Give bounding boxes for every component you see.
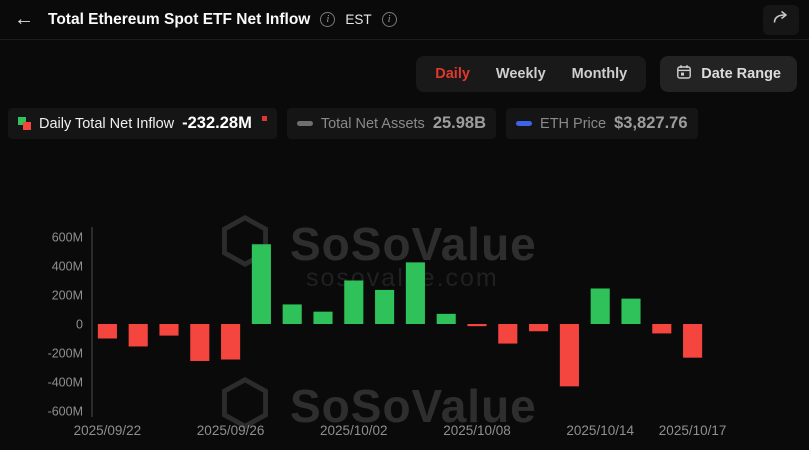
tab-weekly[interactable]: Weekly [495, 66, 546, 82]
bar-2025/10/08[interactable] [467, 324, 487, 327]
timezone-label: EST [345, 12, 372, 27]
period-tab-group: Daily Weekly Monthly [416, 56, 647, 92]
y-tick-label: 600M [52, 231, 83, 245]
bar-2025/10/13[interactable] [559, 324, 579, 387]
bar-2025/10/17[interactable] [683, 324, 703, 358]
y-tick-label: 0 [76, 318, 83, 332]
bar-2025/10/09[interactable] [498, 324, 518, 344]
bar-2025/10/06[interactable] [405, 262, 425, 324]
sosovalue-hexagon-logo [218, 376, 272, 435]
watermark-domain: sosovalue.com [306, 264, 499, 292]
bar-2025/10/01[interactable] [313, 311, 333, 324]
legend-net-assets[interactable]: Total Net Assets 25.98B [286, 108, 497, 139]
net-assets-value: 25.98B [432, 114, 487, 132]
bar-2025/10/16[interactable] [652, 324, 672, 334]
timezone-info-icon[interactable]: i [381, 12, 397, 27]
legend-eth-price[interactable]: ETH Price $3,827.76 [506, 108, 698, 139]
net-assets-label: Total Net Assets [320, 115, 425, 132]
net-inflow-label: Daily Total Net Inflow [39, 115, 175, 132]
x-tick-label: 2025/09/26 [197, 423, 265, 438]
net-inflow-bar-chart[interactable]: 600M 400M 200M 0 -200M -400M -600M 2025/09/22 20… [34, 205, 794, 445]
live-badge [261, 116, 267, 121]
info-icon[interactable]: i [320, 12, 336, 27]
tab-monthly[interactable]: Monthly [571, 66, 628, 82]
eth-price-value: $3,827.76 [614, 114, 688, 132]
bar-2025/10/10[interactable] [529, 324, 549, 332]
net-assets-series-icon [296, 121, 313, 126]
bar-2025/10/14[interactable] [590, 288, 610, 324]
watermark-bottom: SoSoValue [218, 376, 537, 435]
date-range-button[interactable]: Date Range [660, 56, 797, 92]
net-inflow-series-icon [18, 117, 31, 130]
y-tick-label: 200M [52, 289, 83, 303]
date-range-label: Date Range [701, 66, 781, 82]
y-tick-label: 400M [52, 260, 83, 274]
legend-row: Daily Total Net Inflow -232.28M Total Ne… [8, 108, 809, 139]
bar-2025/10/02[interactable] [344, 280, 364, 325]
back-button[interactable]: ← [14, 8, 34, 30]
x-tick-label: 2025/10/02 [320, 423, 388, 438]
bar-2025/09/24[interactable] [159, 324, 179, 336]
bar-2025/10/07[interactable] [436, 313, 456, 324]
y-tick-label: -600M [48, 405, 83, 419]
legend-net-inflow[interactable]: Daily Total Net Inflow -232.28M [8, 108, 277, 139]
bar-2025/09/22[interactable] [97, 324, 117, 339]
bar-2025/09/26[interactable] [221, 324, 241, 360]
bar-2025/09/29[interactable] [251, 244, 271, 324]
sosovalue-hexagon-logo [218, 214, 272, 273]
watermark-center: SoSoValue [218, 214, 537, 273]
eth-price-label: ETH Price [540, 115, 607, 132]
watermark-brand: SoSoValue [290, 379, 537, 432]
eth-price-series-icon [516, 121, 533, 126]
bar-2025/10/03[interactable] [375, 289, 395, 324]
y-tick-label: -200M [48, 347, 83, 361]
tab-daily[interactable]: Daily [435, 66, 470, 82]
bar-2025/10/15[interactable] [621, 298, 641, 324]
x-tick-label: 2025/10/08 [443, 423, 511, 438]
bar-2025/09/23[interactable] [128, 324, 148, 347]
net-inflow-value: -232.28M [182, 114, 252, 132]
x-tick-label: 2025/09/22 [74, 423, 142, 438]
bar-2025/09/30[interactable] [282, 304, 302, 324]
bar-2025/09/25[interactable] [190, 324, 210, 361]
share-button[interactable] [763, 4, 799, 35]
x-tick-label: 2025/10/14 [566, 423, 634, 438]
page-title: Total Ethereum Spot ETF Net Inflow [48, 10, 311, 28]
x-tick-label: 2025/10/17 [659, 423, 727, 438]
chart-controls: Daily Weekly Monthly Date Range [0, 56, 797, 92]
calendar-icon [676, 64, 692, 84]
y-tick-label: -400M [48, 376, 83, 390]
top-bar: ← Total Ethereum Spot ETF Net Inflow i E… [0, 0, 809, 40]
watermark-brand: SoSoValue [290, 217, 537, 270]
share-icon [772, 9, 790, 30]
